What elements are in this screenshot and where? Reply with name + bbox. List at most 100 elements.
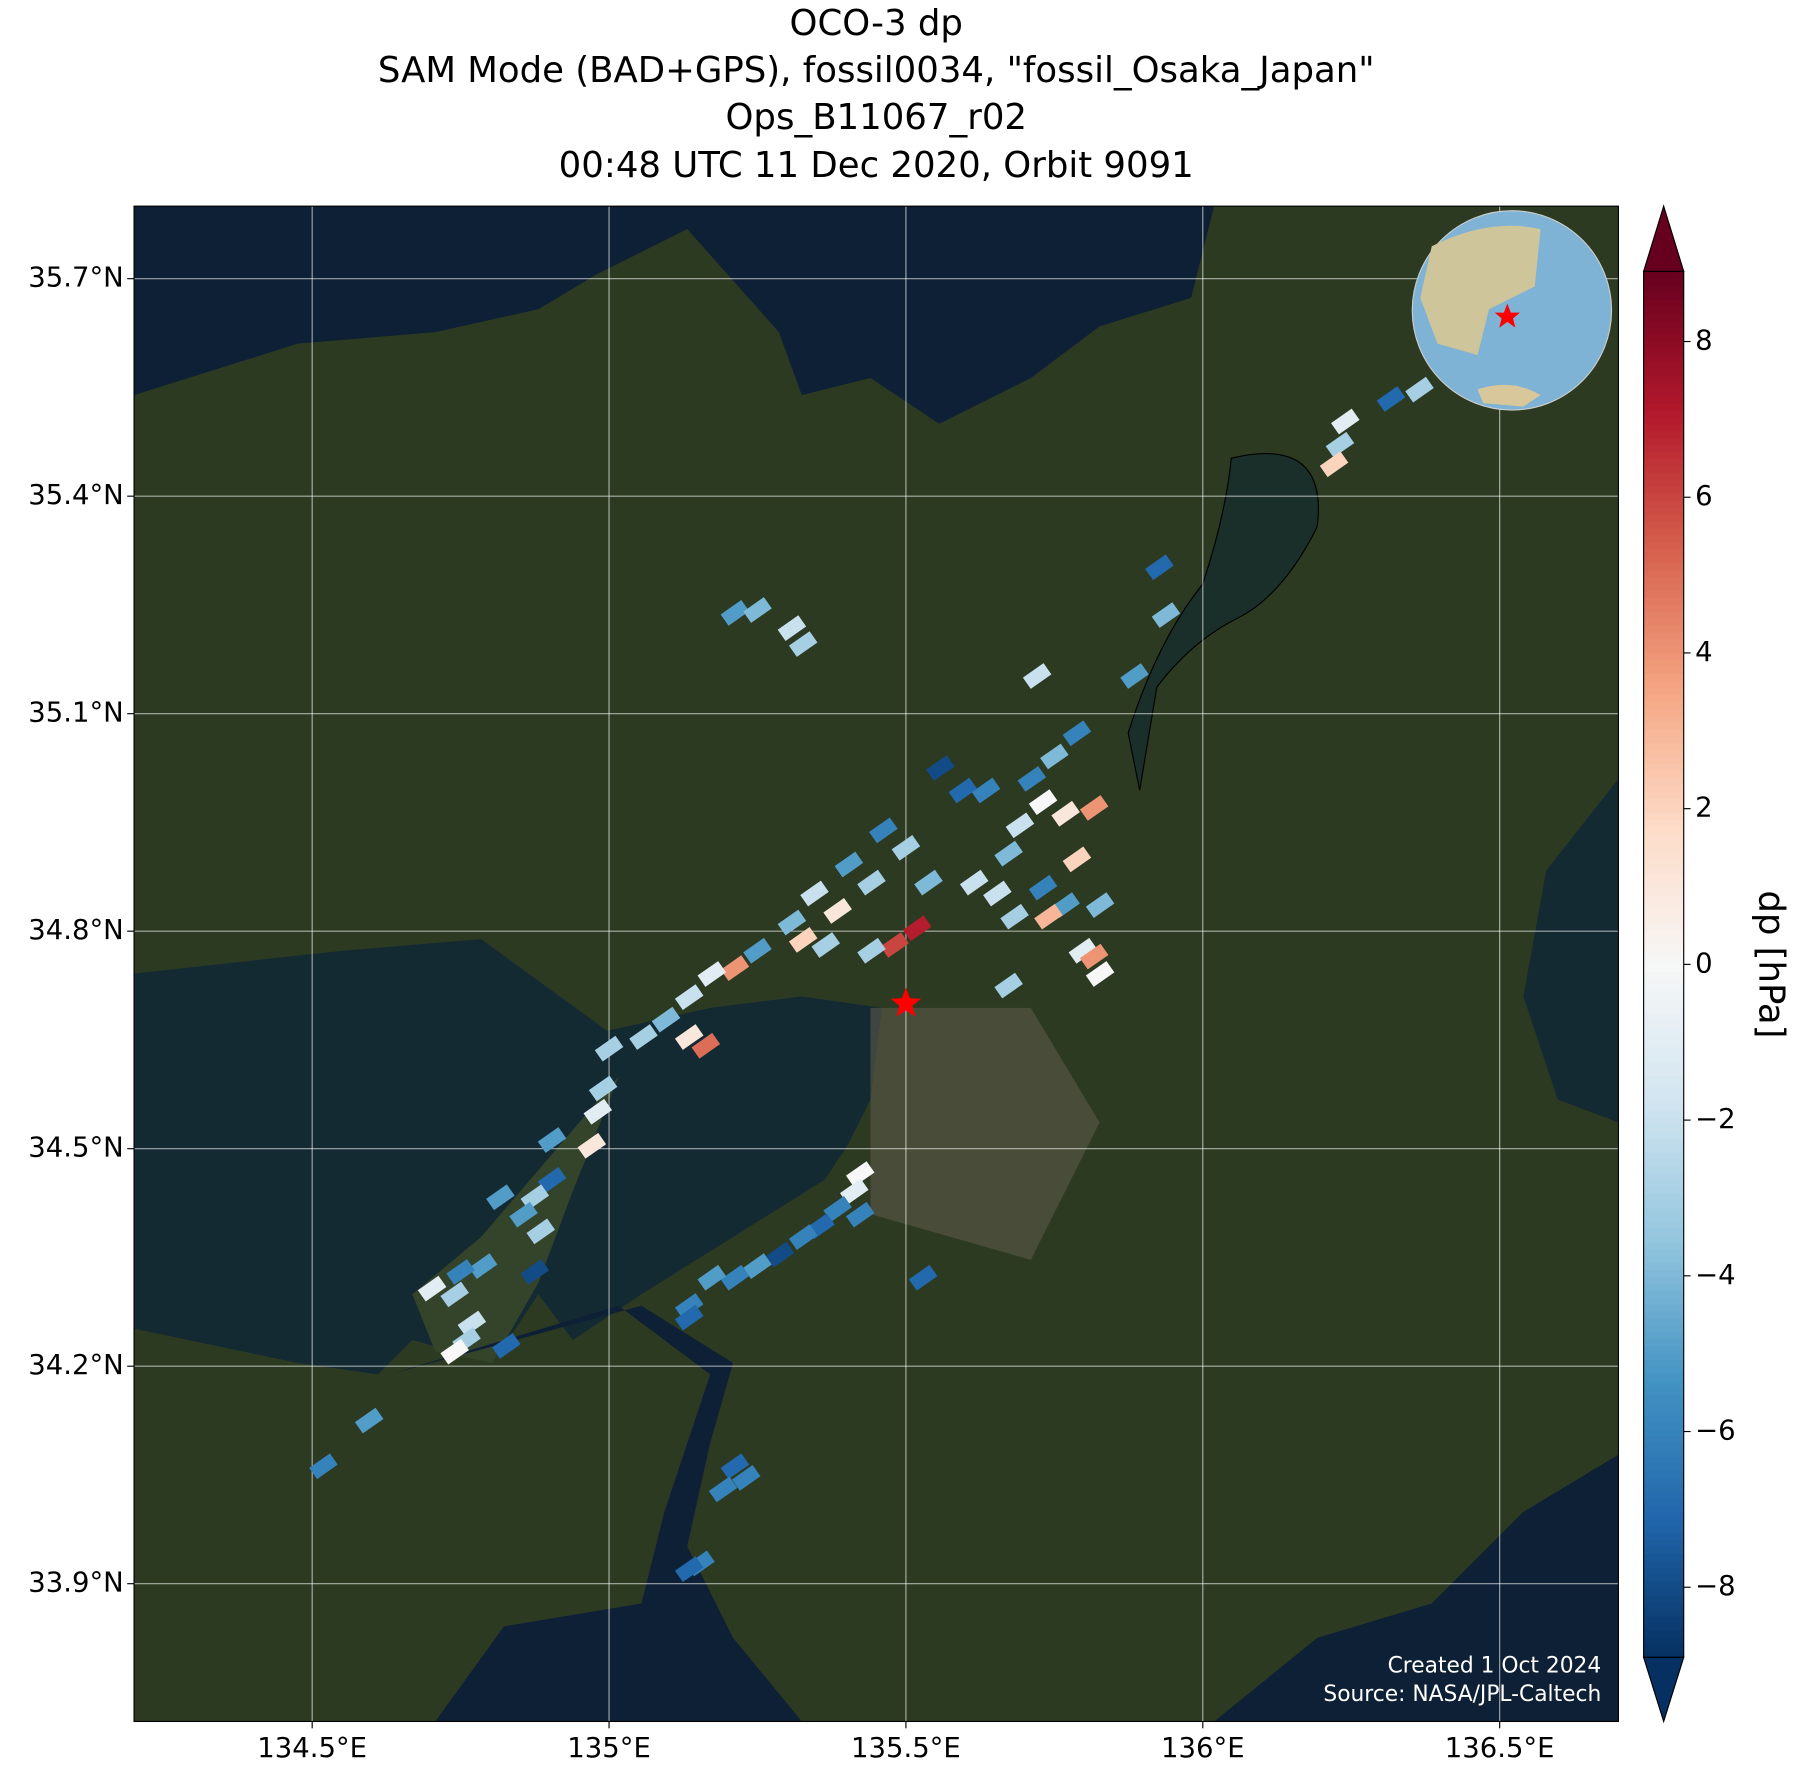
colorbar-segment: [1643, 410, 1684, 418]
sounding: [743, 1253, 772, 1280]
colorbar-segment: [1643, 687, 1684, 695]
colorbar-segment: [1643, 1130, 1684, 1139]
colorbar-segment: [1643, 846, 1684, 855]
colorbar-segment: [1643, 1553, 1684, 1561]
sounding: [1376, 386, 1406, 412]
y-tick-label: 35.4°N: [28, 479, 123, 511]
colorbar-tick-label: 8: [1695, 325, 1712, 357]
x-tick-label: 134.5°E: [257, 1732, 367, 1764]
colorbar-segment: [1643, 292, 1684, 300]
colorbar-segment: [1643, 1581, 1684, 1589]
colorbar-segment: [1643, 354, 1684, 363]
colorbar-segment: [1643, 922, 1684, 931]
credit: Created 1 Oct 2024: [1388, 1653, 1602, 1678]
y-tick-label: 35.7°N: [28, 262, 123, 294]
colorbar-segment: [1643, 306, 1684, 314]
colorbar-segment: [1643, 1588, 1684, 1596]
colorbar-segment: [1643, 881, 1684, 889]
colorbar-segment: [1643, 1296, 1684, 1305]
colorbar-label: dp [hPa]: [1751, 890, 1792, 1038]
colorbar-segment: [1643, 313, 1684, 321]
sounding: [823, 898, 852, 924]
colorbar-segment: [1643, 597, 1684, 605]
colorbar-segment: [1643, 770, 1684, 778]
target-marker: [890, 987, 922, 1017]
sounding: [697, 1264, 727, 1291]
sounding: [509, 1201, 538, 1228]
colorbar-segment: [1643, 507, 1684, 515]
colorbar-segment: [1643, 985, 1684, 993]
colorbar-segment: [1643, 714, 1684, 723]
colorbar-segment: [1643, 1456, 1684, 1464]
sounding: [1062, 846, 1092, 873]
sounding: [720, 1453, 750, 1480]
sounding: [309, 1453, 338, 1480]
colorbar-segment: [1643, 908, 1684, 917]
colorbar-segment: [1643, 936, 1684, 945]
credit: Source: NASA/JPL-Caltech: [1323, 1682, 1601, 1707]
colorbar-segment: [1643, 1414, 1684, 1423]
sounding: [902, 915, 932, 942]
colorbar-segment: [1643, 416, 1684, 425]
colorbar-segment: [1643, 798, 1684, 806]
sounding: [994, 972, 1023, 999]
x-tick-label: 135.5°E: [851, 1732, 961, 1764]
colorbar-tick-label: 4: [1695, 636, 1712, 668]
colorbar-segment: [1643, 1068, 1684, 1076]
colorbar-segment: [1643, 1497, 1684, 1506]
sounding: [731, 1464, 761, 1491]
colorbar-segment: [1643, 451, 1684, 460]
colorbar-segment: [1643, 1387, 1684, 1395]
sounding: [1331, 408, 1360, 435]
sounding: [354, 1407, 384, 1434]
sounding: [777, 615, 807, 641]
sounding: [908, 1264, 938, 1291]
colorbar-segment: [1643, 867, 1684, 875]
colorbar-segment: [1643, 1061, 1684, 1070]
colorbar-segment: [1643, 1380, 1684, 1388]
sea: [1523, 778, 1619, 1123]
colorbar-segment: [1643, 1518, 1684, 1527]
sounding: [1068, 937, 1098, 964]
sounding: [777, 909, 807, 936]
colorbar-segment: [1643, 999, 1684, 1007]
sounding: [1062, 720, 1092, 747]
lake: [1127, 453, 1319, 791]
sounding: [520, 1259, 550, 1285]
colorbar-segment: [1643, 486, 1684, 494]
colorbar-segment: [1643, 1539, 1684, 1548]
colorbar-segment: [1643, 1317, 1684, 1326]
colorbar-segment: [1643, 777, 1684, 785]
colorbar-segment: [1643, 1310, 1684, 1319]
sounding: [674, 1556, 704, 1583]
colorbar-segment: [1643, 1005, 1684, 1014]
sea: [1214, 1454, 1619, 1722]
colorbar-segment: [1643, 1373, 1684, 1381]
sounding: [674, 1024, 704, 1050]
colorbar-segment: [1643, 1116, 1684, 1125]
colorbar-segment: [1643, 1199, 1684, 1208]
colorbar-segment: [1643, 1594, 1684, 1603]
sounding: [823, 1196, 852, 1222]
colorbar-segment: [1643, 950, 1684, 959]
sounding: [1325, 431, 1355, 458]
colorbar-segment: [1643, 1435, 1684, 1444]
colorbar-tick-label: −8: [1695, 1570, 1735, 1602]
sounding: [811, 932, 841, 958]
colorbar-segment: [1643, 1608, 1684, 1617]
colorbar-tick-label: −6: [1695, 1415, 1735, 1447]
colorbar-segment: [1643, 617, 1684, 626]
colorbar-segment: [1643, 1089, 1684, 1097]
colorbar-segment: [1643, 902, 1684, 910]
colorbar-segment: [1643, 694, 1684, 702]
colorbar-segment: [1643, 1463, 1684, 1471]
y-tick-label: 33.9°N: [28, 1567, 123, 1599]
colorbar-segment: [1643, 1338, 1684, 1347]
sounding: [629, 1024, 658, 1050]
colorbar-segment: [1643, 728, 1684, 737]
colorbar-segment: [1643, 631, 1684, 640]
sounding: [674, 984, 704, 1011]
colorbar-segment: [1643, 1262, 1684, 1270]
inset-globe: [1411, 210, 1613, 411]
sounding: [845, 1201, 875, 1228]
